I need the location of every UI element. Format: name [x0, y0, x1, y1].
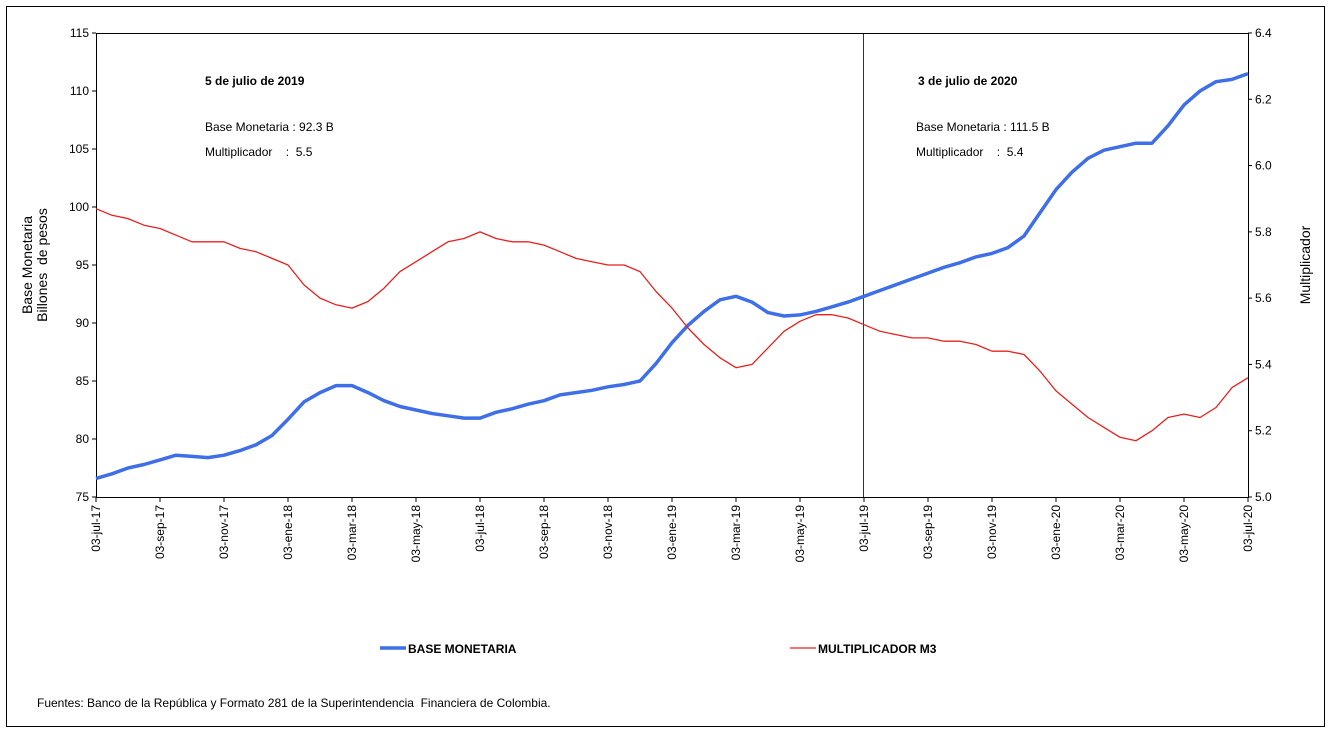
x-tick-label: 03-sep-17: [153, 505, 167, 559]
y2-tick-label: 6.4: [1255, 26, 1272, 40]
y-tick-label: 75: [76, 490, 90, 504]
x-tick-label: 03-mar-19: [729, 505, 743, 561]
x-tick-label: 03-ene-19: [665, 505, 679, 560]
y-tick-label: 90: [76, 316, 90, 330]
x-tick-label: 03-nov-18: [601, 505, 615, 559]
y-tick-label: 95: [76, 258, 90, 272]
annotation-text: Base Monetaria : 111.5 B: [916, 120, 1050, 134]
x-tick-label: 03-may-19: [793, 505, 807, 563]
x-tick-label: 03-mar-18: [345, 505, 359, 561]
frame: [6, 6, 1325, 727]
y-tick-label: 115: [70, 26, 89, 40]
annotation-text: Multiplicador : 5.4: [916, 145, 1024, 159]
x-tick-label: 03-mar-20: [1113, 505, 1127, 561]
source-note: Fuentes: Banco de la República y Formato…: [37, 696, 551, 710]
y2-axis-label: Multiplicador: [1297, 225, 1313, 304]
series-line: [95, 71, 1249, 481]
y-axis-label: Base Monetaria: [19, 216, 35, 314]
annotation-text: Multiplicador : 5.5: [205, 145, 313, 159]
x-tick-label: 03-nov-17: [217, 505, 231, 559]
y-tick-label: 100: [69, 200, 89, 214]
x-tick-label: 03-jul-18: [473, 505, 487, 552]
x-tick-label: 03-may-18: [409, 505, 423, 563]
legend-label: MULTIPLICADOR M3: [818, 642, 937, 656]
y2-tick-label: 5.0: [1255, 490, 1272, 504]
x-tick-label: 03-jul-17: [89, 505, 103, 552]
y-tick-label: 80: [76, 432, 90, 446]
x-tick-label: 03-sep-19: [921, 505, 935, 559]
x-tick-label: 03-ene-20: [1049, 505, 1063, 560]
y2-tick-label: 6.0: [1255, 159, 1272, 173]
y-tick-label: 85: [76, 374, 90, 388]
x-tick-label: 03-may-20: [1177, 505, 1191, 563]
annotation-title: 5 de julio de 2019: [205, 74, 305, 88]
annotation-text: Base Monetaria : 92.3 B: [205, 120, 334, 134]
y2-tick-label: 6.2: [1255, 92, 1272, 106]
x-tick-label: 03-nov-19: [985, 505, 999, 559]
y-axis-label: Billones de pesos: [34, 208, 50, 322]
y-tick-label: 105: [69, 142, 89, 156]
series-line: [95, 208, 1249, 442]
y2-tick-label: 5.6: [1255, 291, 1272, 305]
annotation-title: 3 de julio de 2020: [918, 74, 1018, 88]
y2-tick-label: 5.8: [1255, 225, 1272, 239]
y-tick-label: 110: [70, 84, 89, 98]
legend-label: BASE MONETARIA: [408, 642, 517, 656]
x-tick-label: 03-jul-19: [857, 505, 871, 552]
x-tick-label: 03-jul-20: [1241, 505, 1255, 552]
x-tick-label: 03-ene-18: [281, 505, 295, 560]
x-tick-label: 03-sep-18: [537, 505, 551, 559]
y2-tick-label: 5.4: [1255, 357, 1272, 371]
y2-tick-label: 5.2: [1255, 424, 1272, 438]
